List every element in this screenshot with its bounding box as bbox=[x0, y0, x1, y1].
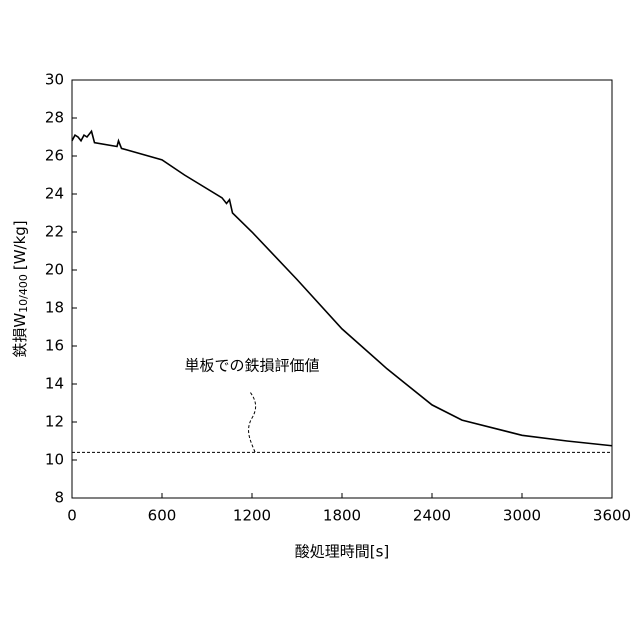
reference-label: 単板での鉄損評価値 bbox=[184, 357, 319, 375]
x-tick-label: 1200 bbox=[233, 507, 271, 525]
y-tick-label: 24 bbox=[45, 185, 64, 203]
y-tick-label: 28 bbox=[45, 109, 64, 127]
y-label-sub: 10/400 bbox=[17, 274, 30, 313]
y-tick-label: 8 bbox=[54, 489, 64, 507]
y-tick-label: 16 bbox=[45, 337, 64, 355]
annotation-leader bbox=[249, 392, 256, 452]
y-label-unit: [W/kg] bbox=[11, 220, 29, 270]
plot-frame bbox=[72, 80, 612, 498]
x-tick-label: 3600 bbox=[593, 507, 631, 525]
x-tick-label: 0 bbox=[67, 507, 77, 525]
data-line bbox=[72, 131, 612, 445]
y-axis-label: 鉄損W10/400 [W/kg] bbox=[11, 220, 31, 357]
y-tick-label: 10 bbox=[45, 451, 64, 469]
y-tick-label: 14 bbox=[45, 375, 64, 393]
x-tick-label: 1800 bbox=[323, 507, 361, 525]
y-tick-label: 20 bbox=[45, 261, 64, 279]
y-tick-label: 26 bbox=[45, 147, 64, 165]
y-tick-label: 22 bbox=[45, 223, 64, 241]
x-tick-label: 600 bbox=[148, 507, 177, 525]
y-tick-label: 30 bbox=[45, 71, 64, 89]
x-axis-label: 酸処理時間[s] bbox=[295, 543, 390, 561]
y-tick-label: 12 bbox=[45, 413, 64, 431]
y-label-main: 鉄損W bbox=[11, 313, 29, 358]
x-tick-label: 3000 bbox=[503, 507, 541, 525]
y-tick-label: 18 bbox=[45, 299, 64, 317]
chart: 酸処理時間[s] 鉄損W10/400 [W/kg] 8 10 12 14 16 18 20 22… bbox=[0, 0, 640, 640]
page: 酸処理時間[s] 鉄損W10/400 [W/kg] 8 10 12 14 16 18 20 22… bbox=[0, 0, 640, 640]
x-tick-label: 2400 bbox=[413, 507, 451, 525]
